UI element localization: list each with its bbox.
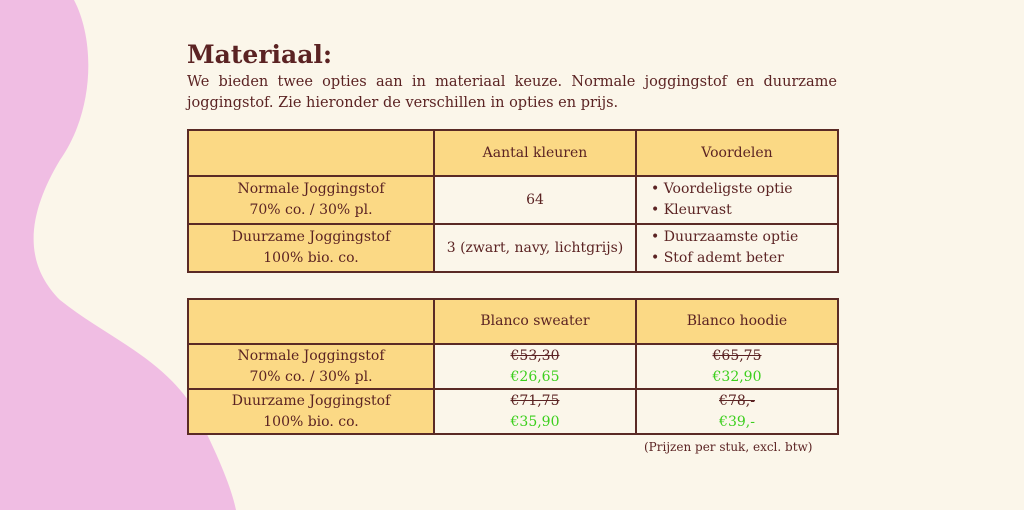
table-row: Duurzame Joggingstof 100% bio. co. €71,75 €… [187,388,839,435]
row-label: Normale Joggingstof 70% co. / 30% pl. [187,343,435,390]
sweater-price: €71,75 €35,90 [433,388,637,435]
sale-price: €35,90 [510,413,560,430]
benefit-item: Duurzaamste optie [651,227,833,248]
benefit-item: Kleurvast [651,200,833,221]
row-label: Duurzame Joggingstof 100% bio. co. [187,388,435,435]
row-label: Normale Joggingstof 70% co. / 30% pl. [187,175,435,225]
table-row: Normale Joggingstof 70% co. / 30% pl. €53,… [187,343,839,390]
sale-price: €32,90 [712,368,762,385]
old-price: €78,- [719,392,755,409]
hoodie-price: €65,75 €32,90 [635,343,839,390]
old-price: €65,75 [712,347,762,364]
hoodie-price: €78,- €39,- [635,388,839,435]
material-options-table: Aantal kleuren Voordelen Normale Joggings… [187,129,839,273]
row-label: Duurzame Joggingstof 100% bio. co. [187,223,435,273]
benefits-cell: Duurzaamste optieStof ademt beter [635,223,839,273]
sale-price: €39,- [719,413,755,430]
header-cell: Voordelen [635,129,839,177]
header-cell [187,129,435,177]
colors-cell: 64 [433,175,637,225]
sale-price: €26,65 [510,368,560,385]
benefit-item: Stof ademt beter [651,248,833,269]
old-price: €53,30 [510,347,560,364]
colors-cell: 3 (zwart, navy, lichtgrijs) [433,223,637,273]
header-cell: Blanco sweater [433,298,637,345]
table-row: Duurzame Joggingstof 100% bio. co. 3 (zwar… [187,223,839,273]
intro-text: We bieden twee opties aan in materiaal k… [187,74,837,111]
header-cell: Blanco hoodie [635,298,839,345]
sweater-price: €53,30 €26,65 [433,343,637,390]
price-table: Blanco sweater Blanco hoodie Normale Jogg… [187,298,839,435]
benefit-item: Voordeligste optie [651,179,833,200]
price-note: (Prijzen per stuk, excl. btw) [644,440,813,454]
header-cell: Aantal kleuren [433,129,637,177]
benefits-cell: Voordeligste optieKleurvast [635,175,839,225]
page-title: Materiaal: [187,40,333,69]
header-cell [187,298,435,345]
old-price: €71,75 [510,392,560,409]
